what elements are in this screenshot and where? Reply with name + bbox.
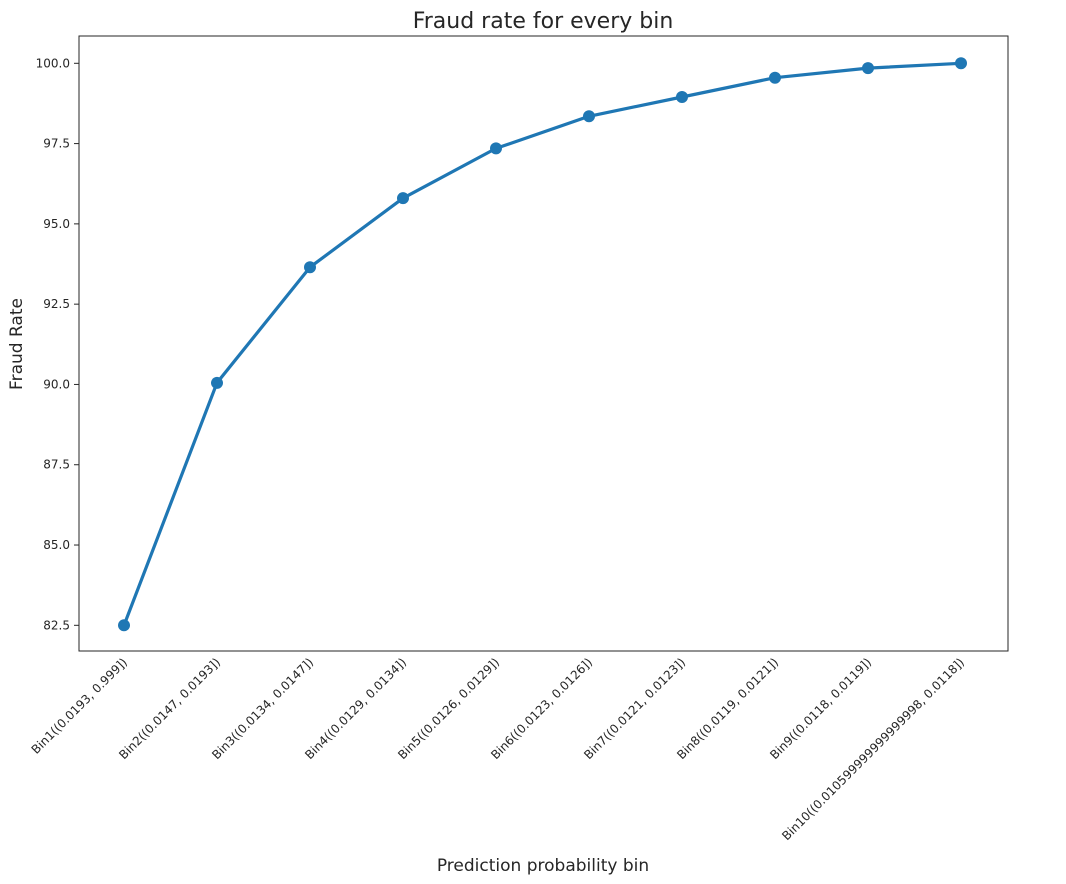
data-point xyxy=(583,110,595,123)
data-point xyxy=(862,62,874,75)
x-tick-label: Bin5((0.0126, 0.0129]) xyxy=(395,655,502,762)
y-tick-label: 87.5 xyxy=(43,458,70,472)
y-tick-label: 97.5 xyxy=(43,137,70,151)
data-point xyxy=(304,261,316,274)
data-point xyxy=(118,619,130,632)
x-tick-label: Bin6((0.0123, 0.0126]) xyxy=(488,655,595,762)
x-tick-label: Bin1((0.0193, 0.999]) xyxy=(29,655,130,756)
x-tick-label: Bin7((0.0121, 0.0123]) xyxy=(581,655,688,762)
y-tick-label: 85.0 xyxy=(43,538,70,552)
y-tick-label: 100.0 xyxy=(36,56,70,70)
y-tick-label: 82.5 xyxy=(43,618,70,632)
x-tick-label: Bin10((0.010599999999999998, 0.0118]) xyxy=(779,655,967,843)
x-axis-label: Prediction probability bin xyxy=(437,856,649,876)
x-tick-label: Bin9((0.0118, 0.0119]) xyxy=(767,655,874,762)
x-tick-label: Bin3((0.0134, 0.0147]) xyxy=(209,655,316,762)
data-point xyxy=(211,376,223,389)
data-point xyxy=(490,142,502,155)
x-tick-label: Bin2((0.0147, 0.0193]) xyxy=(116,655,223,762)
y-tick-label: 90.0 xyxy=(43,377,70,391)
x-axis-ticks: Bin1((0.0193, 0.999])Bin2((0.0147, 0.019… xyxy=(29,655,967,843)
data-point xyxy=(397,192,409,205)
data-point xyxy=(676,91,688,104)
y-tick-label: 95.0 xyxy=(43,217,70,231)
data-point xyxy=(955,57,967,70)
data-point xyxy=(769,71,781,84)
chart-title: Fraud rate for every bin xyxy=(413,9,674,34)
y-axis-ticks: 82.5 85.0 87.5 90.0 92.5 95.0 97.5 100.0 xyxy=(36,56,79,632)
x-tick-label: Bin8((0.0119, 0.0121]) xyxy=(674,655,781,762)
x-tick-label: Bin4((0.0129, 0.0134]) xyxy=(302,655,409,762)
y-axis-label: Fraud Rate xyxy=(7,298,27,390)
plot-area-frame xyxy=(78,35,1009,652)
y-tick-label: 92.5 xyxy=(43,297,70,311)
fraud-rate-line xyxy=(122,61,963,627)
fraud-rate-series xyxy=(118,57,967,632)
